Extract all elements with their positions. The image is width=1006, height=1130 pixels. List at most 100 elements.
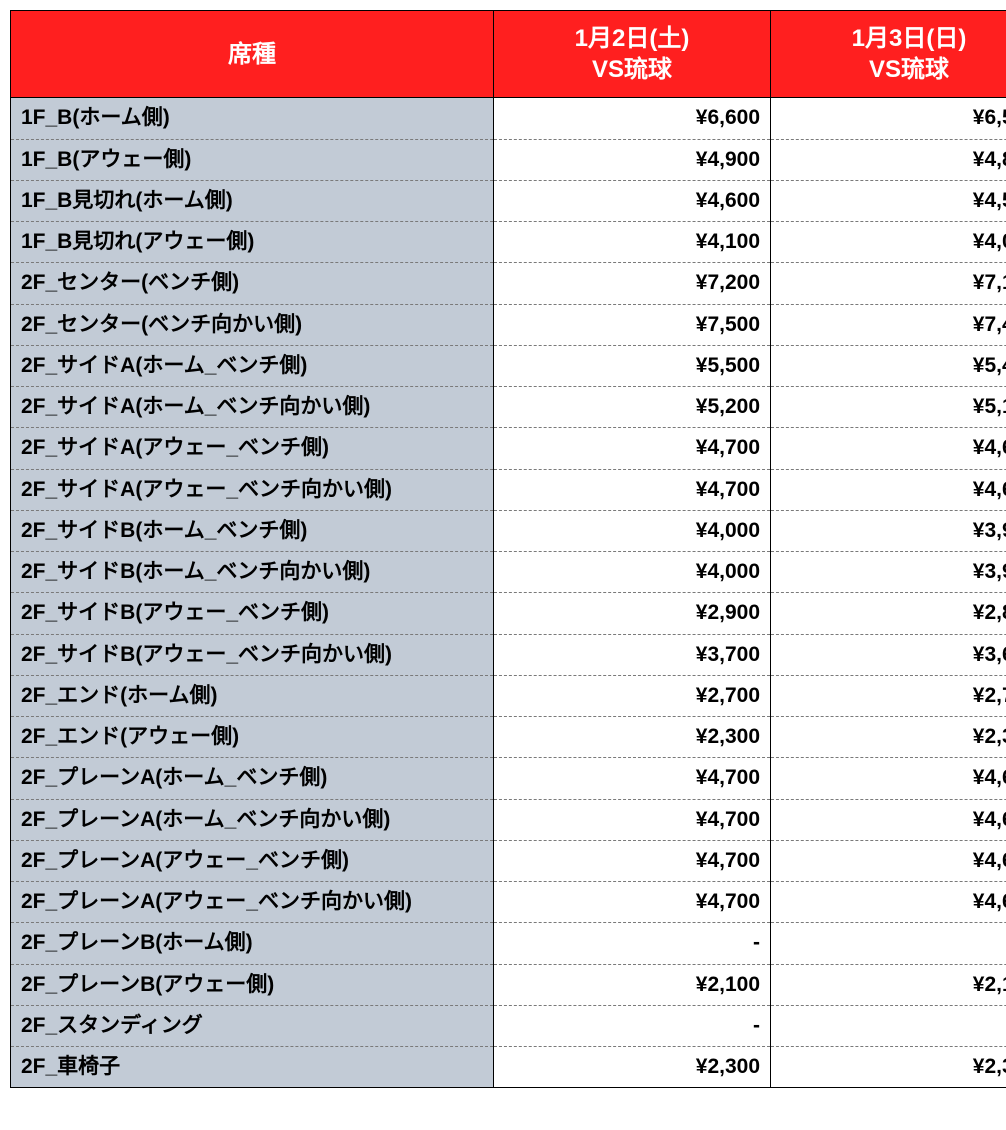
price-day2-cell: ¥2,800 [771, 593, 1006, 634]
seat-type-cell: 2F_サイドB(アウェー_ベンチ側) [11, 593, 494, 634]
price-day2-cell: ¥4,600 [771, 799, 1006, 840]
seat-type-cell: 2F_プレーンB(ホーム側) [11, 923, 494, 964]
seat-type-cell: 2F_プレーンB(アウェー側) [11, 964, 494, 1005]
price-day2-cell: ¥3,900 [771, 510, 1006, 551]
seat-type-cell: 2F_サイドB(アウェー_ベンチ向かい側) [11, 634, 494, 675]
price-day1-cell: ¥4,100 [494, 222, 771, 263]
price-day1-cell: ¥6,600 [494, 98, 771, 139]
table-row: 2F_プレーンA(ホーム_ベンチ向かい側)¥4,700¥4,600 [11, 799, 1006, 840]
table-row: 2F_センター(ベンチ向かい側)¥7,500¥7,400 [11, 304, 1006, 345]
seat-type-cell: 2F_サイドA(アウェー_ベンチ向かい側) [11, 469, 494, 510]
price-day1-cell: ¥3,700 [494, 634, 771, 675]
price-day2-cell: ¥4,600 [771, 882, 1006, 923]
seat-type-cell: 2F_センター(ベンチ向かい側) [11, 304, 494, 345]
price-day2-cell: ¥4,500 [771, 180, 1006, 221]
price-day2-cell: ¥4,000 [771, 222, 1006, 263]
table-row: 1F_B見切れ(アウェー側)¥4,100¥4,000 [11, 222, 1006, 263]
seat-type-cell: 1F_B見切れ(アウェー側) [11, 222, 494, 263]
price-day1-cell: ¥4,700 [494, 799, 771, 840]
table-row: 1F_B(ホーム側)¥6,600¥6,500 [11, 98, 1006, 139]
header-day2: 1月3日(日)VS琉球 [771, 11, 1006, 98]
seat-type-cell: 2F_プレーンA(ホーム_ベンチ向かい側) [11, 799, 494, 840]
table-row: 2F_プレーンA(アウェー_ベンチ側)¥4,700¥4,600 [11, 840, 1006, 881]
seat-type-cell: 1F_B(アウェー側) [11, 139, 494, 180]
price-day1-cell: ¥4,000 [494, 552, 771, 593]
table-row: 2F_車椅子¥2,300¥2,300 [11, 1047, 1006, 1088]
seat-type-cell: 2F_サイドB(ホーム_ベンチ向かい側) [11, 552, 494, 593]
table-row: 2F_サイドB(ホーム_ベンチ向かい側)¥4,000¥3,900 [11, 552, 1006, 593]
price-day2-cell: ¥2,300 [771, 717, 1006, 758]
seat-type-cell: 2F_センター(ベンチ側) [11, 263, 494, 304]
price-day2-cell: ¥3,600 [771, 634, 1006, 675]
seat-type-cell: 1F_B見切れ(ホーム側) [11, 180, 494, 221]
seat-type-cell: 2F_サイドA(アウェー_ベンチ側) [11, 428, 494, 469]
seat-type-cell: 2F_プレーンA(アウェー_ベンチ側) [11, 840, 494, 881]
table-row: 2F_サイドA(ホーム_ベンチ向かい側)¥5,200¥5,100 [11, 387, 1006, 428]
price-day1-cell: ¥2,700 [494, 675, 771, 716]
price-day2-cell: ¥5,400 [771, 345, 1006, 386]
header-seat-type: 席種 [11, 11, 494, 98]
price-day2-cell: ¥4,800 [771, 139, 1006, 180]
seat-type-cell: 2F_車椅子 [11, 1047, 494, 1088]
price-day2-cell: ¥4,600 [771, 428, 1006, 469]
price-day2-cell: ¥6,500 [771, 98, 1006, 139]
table-row: 2F_サイドA(ホーム_ベンチ側)¥5,500¥5,400 [11, 345, 1006, 386]
price-day2-cell: ¥4,600 [771, 840, 1006, 881]
table-row: 2F_エンド(アウェー側)¥2,300¥2,300 [11, 717, 1006, 758]
price-day1-cell: - [494, 1005, 771, 1046]
price-day2-cell: ¥2,100 [771, 964, 1006, 1005]
price-day2-cell: ¥2,700 [771, 675, 1006, 716]
price-table-body: 1F_B(ホーム側)¥6,600¥6,5001F_B(アウェー側)¥4,900¥… [11, 98, 1006, 1088]
price-day1-cell: ¥2,900 [494, 593, 771, 634]
table-row: 2F_センター(ベンチ側)¥7,200¥7,100 [11, 263, 1006, 304]
seat-type-cell: 2F_サイドA(ホーム_ベンチ向かい側) [11, 387, 494, 428]
price-day1-cell: ¥2,300 [494, 717, 771, 758]
table-row: 2F_サイドB(アウェー_ベンチ向かい側)¥3,700¥3,600 [11, 634, 1006, 675]
seat-type-cell: 1F_B(ホーム側) [11, 98, 494, 139]
price-table: 席種 1月2日(土)VS琉球 1月3日(日)VS琉球 1F_B(ホーム側)¥6,… [10, 10, 1006, 1088]
price-day1-cell: ¥5,500 [494, 345, 771, 386]
header-day1: 1月2日(土)VS琉球 [494, 11, 771, 98]
price-day1-cell: ¥4,900 [494, 139, 771, 180]
table-row: 2F_プレーンB(アウェー側)¥2,100¥2,100 [11, 964, 1006, 1005]
table-row: 2F_サイドB(アウェー_ベンチ側)¥2,900¥2,800 [11, 593, 1006, 634]
price-day2-cell: ¥7,400 [771, 304, 1006, 345]
price-day1-cell: ¥7,500 [494, 304, 771, 345]
table-row: 1F_B(アウェー側)¥4,900¥4,800 [11, 139, 1006, 180]
table-row: 2F_サイドA(アウェー_ベンチ向かい側)¥4,700¥4,600 [11, 469, 1006, 510]
table-row: 2F_エンド(ホーム側)¥2,700¥2,700 [11, 675, 1006, 716]
price-day1-cell: ¥4,700 [494, 758, 771, 799]
table-row: 2F_スタンディング-- [11, 1005, 1006, 1046]
price-day1-cell: ¥2,100 [494, 964, 771, 1005]
price-day1-cell: ¥4,700 [494, 882, 771, 923]
price-day2-cell: ¥2,300 [771, 1047, 1006, 1088]
price-day1-cell: ¥5,200 [494, 387, 771, 428]
price-day1-cell: - [494, 923, 771, 964]
price-day2-cell: ¥7,100 [771, 263, 1006, 304]
seat-type-cell: 2F_エンド(ホーム側) [11, 675, 494, 716]
price-day1-cell: ¥4,700 [494, 428, 771, 469]
price-day1-cell: ¥4,700 [494, 469, 771, 510]
price-day2-cell: - [771, 1005, 1006, 1046]
table-row: 2F_プレーンB(ホーム側)-- [11, 923, 1006, 964]
price-day2-cell: ¥4,600 [771, 758, 1006, 799]
seat-type-cell: 2F_サイドA(ホーム_ベンチ側) [11, 345, 494, 386]
price-day2-cell: ¥3,900 [771, 552, 1006, 593]
price-day1-cell: ¥2,300 [494, 1047, 771, 1088]
price-day1-cell: ¥4,600 [494, 180, 771, 221]
price-day2-cell: ¥4,600 [771, 469, 1006, 510]
seat-type-cell: 2F_サイドB(ホーム_ベンチ側) [11, 510, 494, 551]
table-row: 1F_B見切れ(ホーム側)¥4,600¥4,500 [11, 180, 1006, 221]
table-row: 2F_プレーンA(ホーム_ベンチ側)¥4,700¥4,600 [11, 758, 1006, 799]
price-day2-cell: - [771, 923, 1006, 964]
seat-type-cell: 2F_プレーンA(ホーム_ベンチ側) [11, 758, 494, 799]
table-row: 2F_プレーンA(アウェー_ベンチ向かい側)¥4,700¥4,600 [11, 882, 1006, 923]
seat-type-cell: 2F_スタンディング [11, 1005, 494, 1046]
seat-type-cell: 2F_エンド(アウェー側) [11, 717, 494, 758]
table-row: 2F_サイドB(ホーム_ベンチ側)¥4,000¥3,900 [11, 510, 1006, 551]
price-day1-cell: ¥4,000 [494, 510, 771, 551]
table-row: 2F_サイドA(アウェー_ベンチ側)¥4,700¥4,600 [11, 428, 1006, 469]
price-day1-cell: ¥4,700 [494, 840, 771, 881]
price-day1-cell: ¥7,200 [494, 263, 771, 304]
price-day2-cell: ¥5,100 [771, 387, 1006, 428]
